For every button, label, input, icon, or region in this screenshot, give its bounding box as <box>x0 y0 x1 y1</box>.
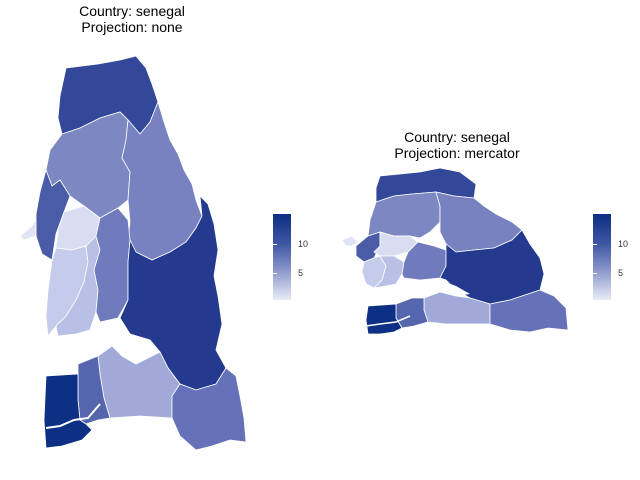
region-kedougou <box>489 289 569 333</box>
color-legend-none: 10 5 <box>273 214 333 304</box>
region-diourbel <box>373 231 419 257</box>
region-ziguinchor <box>365 303 403 335</box>
map-title-mercator: Country: senegal Projection: mercator <box>387 129 527 161</box>
map-title-projection: Projection: none <box>81 19 183 35</box>
color-legend-mercator: 10 5 <box>593 214 640 304</box>
gambia-river <box>404 280 470 298</box>
region-tambacounda <box>119 194 227 391</box>
region-thies <box>35 168 71 261</box>
casamance-river <box>365 315 411 327</box>
gambia-river <box>100 334 160 364</box>
region-sedhiou <box>395 297 429 329</box>
legend-tick-label: 5 <box>618 268 624 278</box>
legend-gradient-bar <box>273 214 291 300</box>
legend-tick-label: 10 <box>618 239 629 249</box>
map-title-projection: Projection: mercator <box>394 145 520 161</box>
region-dakar <box>19 218 37 241</box>
map-title-country: Country: senegal <box>79 3 185 19</box>
map-title-country: Country: senegal <box>404 129 510 145</box>
region-kaolack <box>372 255 405 289</box>
legend-tick-label: 5 <box>298 268 304 278</box>
casamance-river <box>45 403 101 429</box>
region-ziguinchor <box>43 373 93 449</box>
legend-gradient-bar <box>593 214 611 300</box>
region-kedougou <box>171 367 247 451</box>
region-kaffrine <box>93 207 131 323</box>
map-title-none: Country: senegal Projection: none <box>62 3 202 35</box>
legend-tick-label: 10 <box>298 239 309 249</box>
region-dakar <box>341 235 359 247</box>
